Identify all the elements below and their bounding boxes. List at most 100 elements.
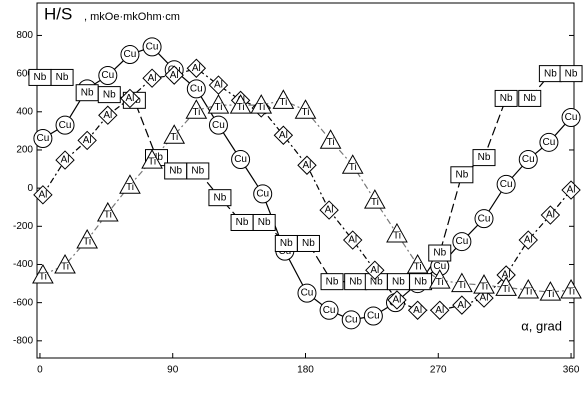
marker: Al <box>186 58 207 78</box>
marker: Cu <box>452 232 472 252</box>
marker-shape <box>518 230 538 250</box>
marker-label: Al <box>125 93 134 104</box>
marker-label: Cu <box>323 305 336 316</box>
marker-label: Cu <box>124 49 137 60</box>
x-tick-label: 360 <box>563 365 580 376</box>
marker-shape <box>272 89 295 109</box>
marker-label: Al <box>83 135 92 146</box>
marker-label: Cu <box>543 137 556 148</box>
marker-label: Ti <box>83 237 91 248</box>
marker: Cu <box>120 45 140 65</box>
marker: Ti <box>294 99 317 119</box>
y-label: H/S <box>44 4 72 23</box>
marker: Nb <box>386 273 410 291</box>
marker-shape <box>33 185 53 205</box>
marker-shape <box>231 150 251 170</box>
marker: Al <box>98 105 118 125</box>
marker-label: Al <box>279 130 288 141</box>
marker-label: Cu <box>212 120 225 131</box>
marker: Ti <box>517 279 540 299</box>
x-tick-label: 270 <box>430 365 447 376</box>
marker-label: Al <box>170 70 179 81</box>
marker: Cu <box>539 132 559 152</box>
marker: Cu <box>561 108 581 128</box>
marker-shape <box>559 65 583 83</box>
marker: Al <box>518 230 538 250</box>
marker: Nb <box>409 273 433 291</box>
marker-label: Cu <box>565 112 578 123</box>
marker-label: Nb <box>565 68 578 79</box>
marker: Nb <box>252 213 276 231</box>
marker-label: Ti <box>414 262 422 273</box>
y-tick-label: -800 <box>13 335 33 346</box>
marker: Nb <box>50 68 74 86</box>
marker-label: Nb <box>455 169 468 180</box>
plot-frame <box>36 2 575 359</box>
marker-shape <box>540 205 561 225</box>
marker: Al <box>55 150 75 170</box>
marker: Nb <box>320 273 344 291</box>
marker: Ti <box>119 174 141 194</box>
x-label: α, grad <box>521 318 562 333</box>
marker-label: Nb <box>258 217 271 228</box>
marker: Al <box>365 260 385 280</box>
x-tick-label: 90 <box>167 365 179 376</box>
marker: Nb <box>494 89 518 107</box>
marker-shape <box>253 184 273 204</box>
marker: Cu <box>363 306 383 326</box>
marker-label: Ti <box>371 197 379 208</box>
marker-shape <box>430 300 450 320</box>
marker-shape <box>560 279 582 299</box>
marker-shape <box>76 229 99 249</box>
marker-label: Nb <box>544 68 557 79</box>
marker: Al <box>561 180 581 200</box>
marker-shape <box>208 75 229 95</box>
marker-shape <box>561 108 581 128</box>
marker: Cu <box>208 115 228 135</box>
marker-shape <box>407 300 428 320</box>
marker: Al <box>387 290 407 310</box>
marker-label: Al <box>192 63 201 74</box>
marker: Nb <box>428 244 452 262</box>
marker-shape <box>518 89 542 107</box>
marker-shape <box>141 149 163 169</box>
marker-label: Cu <box>455 236 468 247</box>
y-unit: , mkOe·mkOhm·cm <box>84 11 180 23</box>
marker: Ti <box>495 276 517 296</box>
marker: Nb <box>164 162 188 180</box>
marker-label: Cu <box>522 154 535 165</box>
marker-label: Ti <box>148 157 156 168</box>
marker-shape <box>496 174 516 194</box>
marker: Ti <box>473 274 495 294</box>
marker: Ti <box>32 263 54 284</box>
marker-shape <box>343 230 363 250</box>
marker: Al <box>33 185 53 205</box>
y-tick-label: -400 <box>13 259 33 270</box>
marker: Nb <box>230 213 254 231</box>
x-tick-label: 180 <box>297 365 314 376</box>
marker-label: Ti <box>279 97 287 108</box>
marker: Cu <box>98 66 118 86</box>
marker: Cu <box>496 174 516 194</box>
marker-shape <box>163 124 186 144</box>
marker-shape <box>55 115 75 135</box>
marker-shape <box>185 99 208 119</box>
marker-label: Nb <box>56 72 69 83</box>
y-tick-label: -600 <box>13 297 33 308</box>
marker-label: Ti <box>170 132 178 143</box>
marker-shape <box>387 290 407 310</box>
marker-shape <box>363 306 383 326</box>
marker-shape <box>98 66 118 86</box>
marker: Al <box>407 300 428 320</box>
marker-label: Cu <box>301 288 314 299</box>
x-tick-label: 0 <box>37 365 43 376</box>
marker-label: Cu <box>256 189 269 200</box>
marker: Ti <box>539 281 562 301</box>
marker-label: Nb <box>392 276 405 287</box>
marker-label: Ti <box>302 107 310 118</box>
marker-label: Al <box>393 295 402 306</box>
y-tick-label: 200 <box>16 145 33 156</box>
marker: Ti <box>163 124 186 144</box>
marker-shape <box>186 58 207 78</box>
marker: Nb <box>186 162 210 180</box>
